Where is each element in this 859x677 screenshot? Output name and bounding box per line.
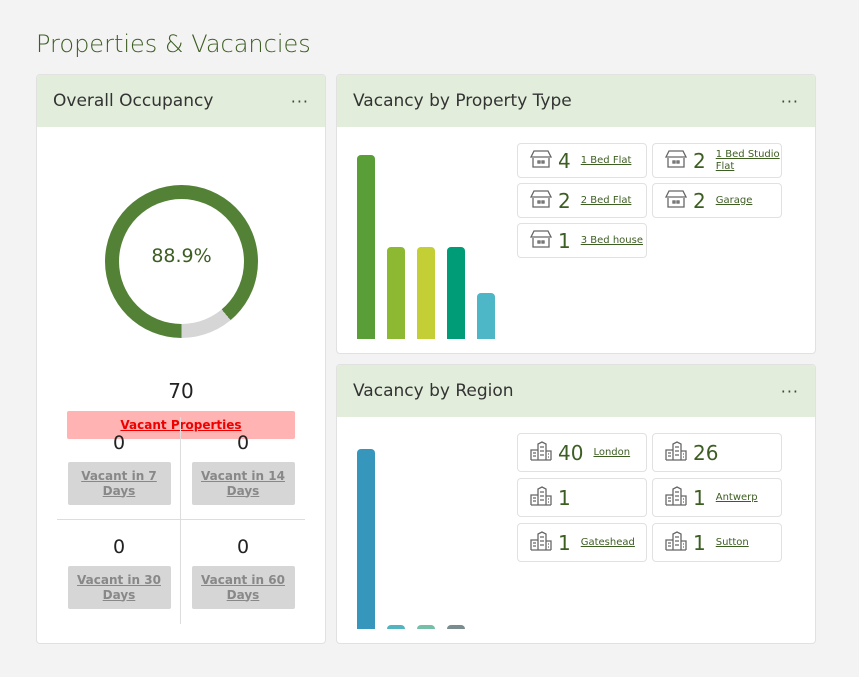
card-title: Vacancy by Property Type bbox=[353, 91, 572, 111]
house-icon bbox=[529, 189, 553, 213]
vacancy-tile[interactable]: 26 bbox=[652, 433, 782, 472]
tile-label-link[interactable]: 3 Bed house bbox=[580, 234, 643, 246]
chart-bar[interactable] bbox=[387, 247, 405, 339]
vacancy-tile[interactable]: 2 Garage bbox=[652, 183, 782, 218]
tile-count: 1 bbox=[693, 530, 706, 555]
vacant-60-button[interactable]: Vacant in 60 Days bbox=[191, 566, 295, 609]
tile-label-link[interactable]: Gateshead bbox=[580, 536, 635, 548]
more-options-button[interactable]: ··· bbox=[780, 381, 799, 401]
vacant-30-button[interactable]: Vacant in 30 Days bbox=[67, 566, 171, 609]
house-icon bbox=[664, 149, 688, 173]
vacant-7-count: 0 bbox=[112, 432, 126, 454]
house-icon bbox=[529, 149, 553, 173]
tile-count: 2 bbox=[693, 148, 706, 173]
more-options-button[interactable]: ··· bbox=[780, 91, 799, 111]
vacancy-tile[interactable]: 1 Sutton bbox=[652, 523, 782, 562]
card-title: Vacancy by Region bbox=[353, 381, 514, 401]
chart-bar[interactable] bbox=[417, 624, 435, 629]
vacancy-tile[interactable]: 1 Antwerp bbox=[652, 478, 782, 517]
tile-count: 2 bbox=[558, 188, 571, 213]
tile-label-link[interactable]: 2 Bed Flat bbox=[580, 194, 632, 206]
chart-bar[interactable] bbox=[477, 293, 495, 339]
vacancy-tile[interactable]: 1 Gateshead bbox=[517, 523, 647, 562]
tile-count: 1 bbox=[558, 228, 571, 253]
chart-bar[interactable] bbox=[447, 247, 465, 339]
vacant-count: 70 bbox=[168, 379, 194, 403]
chart-bar[interactable] bbox=[417, 247, 435, 339]
vacancy-tile[interactable]: 4 1 Bed Flat bbox=[517, 143, 647, 178]
house-icon bbox=[529, 229, 553, 253]
building-icon bbox=[665, 485, 687, 510]
building-icon bbox=[530, 485, 552, 510]
occupancy-percent: 88.9% bbox=[151, 245, 212, 267]
property-type-card: Vacancy by Property Type ··· 4 1 Bed Flat 2… bbox=[336, 74, 816, 354]
tile-label-link[interactable]: 1 Bed Studio Flat bbox=[715, 148, 780, 172]
tile-count: 1 bbox=[558, 485, 571, 510]
vacant-14-count: 0 bbox=[236, 432, 250, 454]
tile-label-link[interactable]: London bbox=[593, 446, 631, 458]
building-icon bbox=[665, 530, 687, 555]
tile-count: 1 bbox=[558, 530, 571, 555]
tile-label-link[interactable]: 1 Bed Flat bbox=[580, 154, 632, 166]
chart-bar[interactable] bbox=[447, 624, 465, 629]
chart-bar[interactable] bbox=[357, 155, 375, 339]
vacant-7-button[interactable]: Vacant in 7 Days bbox=[67, 462, 171, 505]
building-icon bbox=[530, 440, 552, 465]
more-options-button[interactable]: ··· bbox=[290, 91, 309, 111]
house-icon bbox=[664, 189, 688, 213]
page-title: Properties & Vacancies bbox=[36, 30, 311, 58]
chart-bar[interactable] bbox=[357, 449, 375, 629]
vacancy-tile[interactable]: 2 2 Bed Flat bbox=[517, 183, 647, 218]
tile-count: 2 bbox=[693, 188, 706, 213]
chart-bar[interactable] bbox=[387, 624, 405, 629]
card-title: Overall Occupancy bbox=[53, 91, 214, 111]
vacancy-tile[interactable]: 40 London bbox=[517, 433, 647, 472]
tile-count: 4 bbox=[558, 148, 571, 173]
tile-count: 26 bbox=[693, 440, 719, 465]
tile-count: 1 bbox=[693, 485, 706, 510]
vacancy-tile[interactable]: 1 3 Bed house bbox=[517, 223, 647, 258]
vacancy-tile[interactable]: 1 bbox=[517, 478, 647, 517]
tile-label-link[interactable]: Antwerp bbox=[715, 491, 758, 503]
region-card: Vacancy by Region ··· 40 London 26 1 1 Antwerp… bbox=[336, 364, 816, 644]
building-icon bbox=[530, 530, 552, 555]
building-icon bbox=[665, 440, 687, 465]
tile-label-link[interactable]: Sutton bbox=[715, 536, 749, 548]
vacancy-tile[interactable]: 2 1 Bed Studio Flat bbox=[652, 143, 782, 178]
overall-occupancy-card: Overall Occupancy ··· 88.9% 70 Vacant Pro… bbox=[36, 74, 326, 644]
tile-label-link[interactable]: Garage bbox=[715, 194, 753, 206]
vacant-14-button[interactable]: Vacant in 14 Days bbox=[191, 462, 295, 505]
vacant-30-count: 0 bbox=[112, 536, 126, 558]
vacant-60-count: 0 bbox=[236, 536, 250, 558]
tile-count: 40 bbox=[558, 440, 584, 465]
